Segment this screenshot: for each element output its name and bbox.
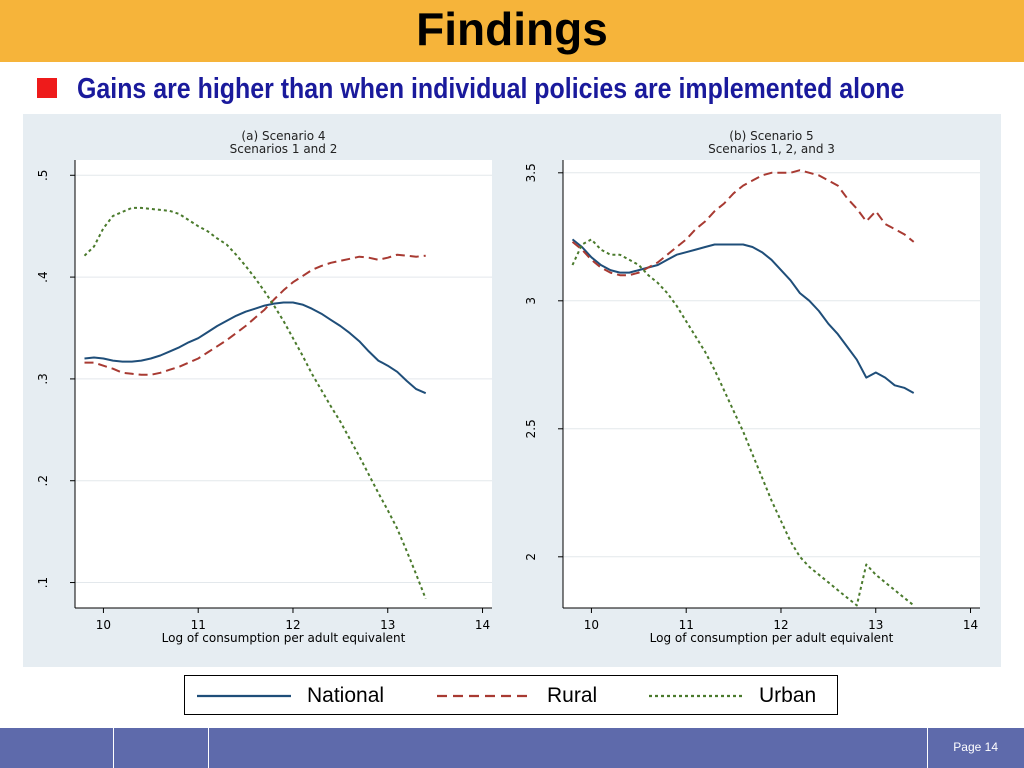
bullet-square-icon xyxy=(37,78,57,98)
slide-title: Findings xyxy=(416,3,608,55)
legend-label-rural: Rural xyxy=(547,684,598,707)
page-number: Page 14 xyxy=(953,740,998,754)
legend-label-national: National xyxy=(307,684,385,707)
footer-divider xyxy=(208,728,209,768)
legend-label-urban: Urban xyxy=(759,684,817,707)
legend: National Rural Urban xyxy=(184,675,838,715)
footer-divider xyxy=(927,728,928,768)
slide-subtitle: Gains are higher than when individual po… xyxy=(77,73,905,105)
footer-divider xyxy=(113,728,114,768)
chart-area-background xyxy=(23,114,1001,667)
title-bar xyxy=(0,0,1024,62)
footer-bar: Page 14 xyxy=(0,728,1024,768)
